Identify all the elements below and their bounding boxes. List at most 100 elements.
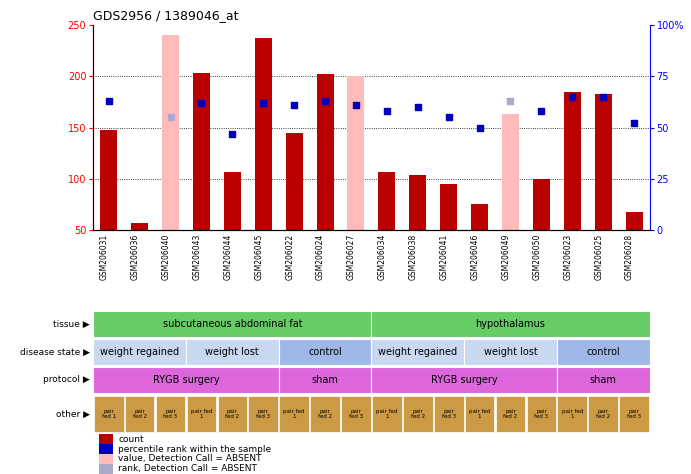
- Text: GSM206045: GSM206045: [254, 234, 263, 281]
- Text: pair
fed 3: pair fed 3: [164, 409, 178, 419]
- Text: weight regained: weight regained: [100, 347, 179, 357]
- Text: value, Detection Call = ABSENT: value, Detection Call = ABSENT: [118, 455, 262, 464]
- Bar: [278, 339, 371, 365]
- Point: [413, 103, 424, 111]
- Bar: [372, 311, 650, 337]
- Text: sham: sham: [312, 375, 339, 385]
- Text: GSM206024: GSM206024: [316, 234, 325, 280]
- Bar: [162, 35, 179, 281]
- Bar: [249, 396, 278, 432]
- Bar: [464, 339, 557, 365]
- Text: pair
fed 2: pair fed 2: [410, 409, 425, 419]
- Bar: [285, 133, 303, 281]
- Bar: [218, 396, 247, 432]
- Text: GSM206038: GSM206038: [409, 234, 418, 280]
- Text: pair
fed 2: pair fed 2: [596, 409, 610, 419]
- Text: GSM206031: GSM206031: [100, 234, 108, 280]
- Text: pair
fed 2: pair fed 2: [318, 409, 332, 419]
- Text: subcutaneous abdominal fat: subcutaneous abdominal fat: [162, 319, 302, 329]
- Point: [289, 101, 300, 109]
- Bar: [310, 396, 340, 432]
- Bar: [372, 339, 464, 365]
- Text: pair
fed 2: pair fed 2: [225, 409, 239, 419]
- Bar: [99, 434, 113, 444]
- Point: [196, 99, 207, 107]
- Bar: [471, 204, 488, 281]
- Bar: [125, 396, 155, 432]
- Text: pair
fed 2: pair fed 2: [504, 409, 518, 419]
- Text: sham: sham: [589, 375, 616, 385]
- Bar: [224, 172, 241, 281]
- Point: [598, 93, 609, 100]
- Text: GSM206049: GSM206049: [502, 234, 511, 281]
- Text: pair fed
1: pair fed 1: [562, 409, 583, 419]
- Text: GSM206040: GSM206040: [162, 234, 171, 281]
- Text: control: control: [308, 347, 342, 357]
- Text: control: control: [586, 347, 620, 357]
- Bar: [155, 396, 185, 432]
- Bar: [193, 73, 210, 281]
- Bar: [255, 38, 272, 281]
- Text: GSM206044: GSM206044: [223, 234, 232, 281]
- Point: [165, 113, 176, 121]
- Bar: [558, 396, 587, 432]
- Point: [536, 107, 547, 115]
- Bar: [316, 74, 334, 281]
- Bar: [100, 129, 117, 281]
- Text: weight regained: weight regained: [378, 347, 457, 357]
- Bar: [187, 396, 216, 432]
- Text: GSM206046: GSM206046: [471, 234, 480, 281]
- Bar: [278, 367, 371, 393]
- Bar: [99, 464, 113, 474]
- Point: [350, 101, 361, 109]
- Text: GSM206050: GSM206050: [532, 234, 541, 281]
- Text: tissue ▶: tissue ▶: [53, 319, 90, 328]
- Bar: [564, 91, 580, 281]
- Text: pair fed
1: pair fed 1: [376, 409, 397, 419]
- Text: GSM206041: GSM206041: [439, 234, 448, 280]
- Bar: [93, 311, 372, 337]
- Text: pair
fed 3: pair fed 3: [534, 409, 549, 419]
- Text: pair
fed 3: pair fed 3: [256, 409, 270, 419]
- Bar: [533, 179, 550, 281]
- Bar: [372, 367, 557, 393]
- Point: [474, 124, 485, 131]
- Text: GSM206025: GSM206025: [594, 234, 603, 280]
- Text: pair
fed 1: pair fed 1: [102, 409, 116, 419]
- Bar: [434, 396, 464, 432]
- Point: [505, 97, 516, 105]
- Point: [381, 107, 392, 115]
- Text: GSM206022: GSM206022: [285, 234, 294, 280]
- Text: GSM206023: GSM206023: [563, 234, 572, 280]
- Text: pair
fed 2: pair fed 2: [133, 409, 146, 419]
- Point: [227, 130, 238, 137]
- Point: [629, 119, 640, 127]
- Bar: [619, 396, 649, 432]
- Text: pair
fed 3: pair fed 3: [627, 409, 641, 419]
- Text: weight lost: weight lost: [484, 347, 538, 357]
- Bar: [99, 444, 113, 454]
- Text: count: count: [118, 435, 144, 444]
- Bar: [99, 454, 113, 464]
- Bar: [495, 396, 525, 432]
- Point: [319, 97, 330, 105]
- Bar: [409, 174, 426, 281]
- Text: GSM206028: GSM206028: [625, 234, 634, 280]
- Bar: [348, 76, 364, 281]
- Bar: [379, 172, 395, 281]
- Bar: [403, 396, 433, 432]
- Text: other ▶: other ▶: [56, 410, 90, 419]
- Bar: [279, 396, 309, 432]
- Bar: [588, 396, 618, 432]
- Text: percentile rank within the sample: percentile rank within the sample: [118, 445, 272, 454]
- Text: protocol ▶: protocol ▶: [43, 375, 90, 384]
- Text: GSM206036: GSM206036: [131, 234, 140, 281]
- Point: [567, 93, 578, 100]
- Bar: [372, 396, 401, 432]
- Text: GSM206043: GSM206043: [193, 234, 202, 281]
- Point: [103, 97, 114, 105]
- Text: pair
fed 3: pair fed 3: [442, 409, 456, 419]
- Text: RYGB surgery: RYGB surgery: [153, 375, 219, 385]
- Bar: [341, 396, 371, 432]
- Text: GSM206034: GSM206034: [378, 234, 387, 281]
